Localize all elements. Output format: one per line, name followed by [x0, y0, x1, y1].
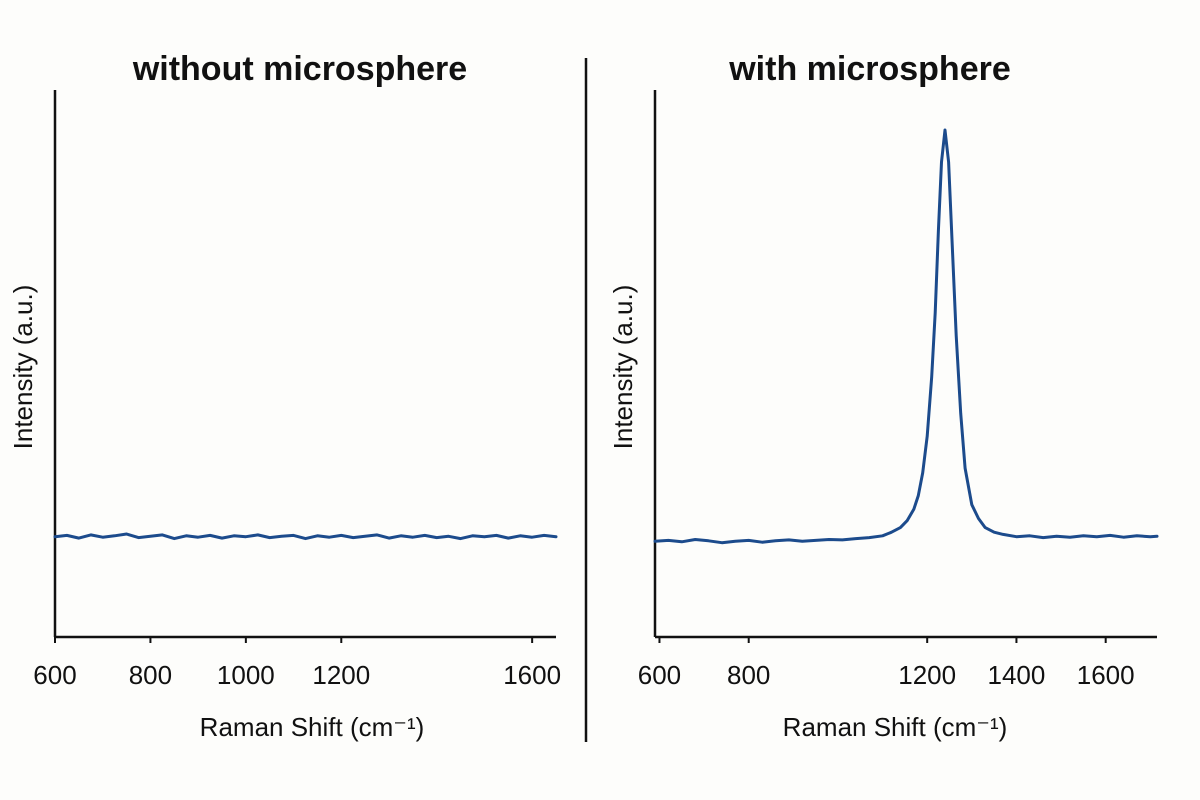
panel-right-x-tick-label-1400: 1400 [988, 660, 1046, 690]
panel-right-x-tick-label-600: 600 [638, 660, 681, 690]
panel-left: without microsphere Intensity (a.u.) 600… [8, 50, 561, 742]
panel-right-ylabel: Intensity (a.u.) [608, 285, 638, 450]
panel-right-series-line [653, 128, 1159, 545]
panel-left-ylabel: Intensity (a.u.) [8, 285, 38, 450]
panel-right-xlabel: Raman Shift (cm⁻¹) [783, 712, 1008, 742]
panel-left-x-tick-label-1000: 1000 [217, 660, 275, 690]
panel-left-series-line [53, 532, 558, 541]
panel-left-x-tick-label-600: 600 [33, 660, 76, 690]
panel-left-x-tick-label-1600: 1600 [503, 660, 561, 690]
panel-right-x-tick-label-1200: 1200 [898, 660, 956, 690]
panel-left-x-tick-label-800: 800 [129, 660, 172, 690]
panel-right-x-ticks: 600 800 1200 1400 1600 [638, 637, 1135, 690]
panel-left-xlabel: Raman Shift (cm⁻¹) [200, 712, 425, 742]
panel-right: with microsphere Intensity (a.u.) 600 800… [608, 50, 1159, 742]
panel-left-x-ticks: 600 800 1000 1200 1600 [33, 637, 561, 690]
panel-left-title: without microsphere [132, 50, 467, 88]
panel-left-x-tick-label-1200: 1200 [312, 660, 370, 690]
panel-right-title: with microsphere [728, 50, 1011, 88]
panel-right-x-tick-label-1600: 1600 [1077, 660, 1135, 690]
panel-right-x-tick-label-800: 800 [727, 660, 770, 690]
